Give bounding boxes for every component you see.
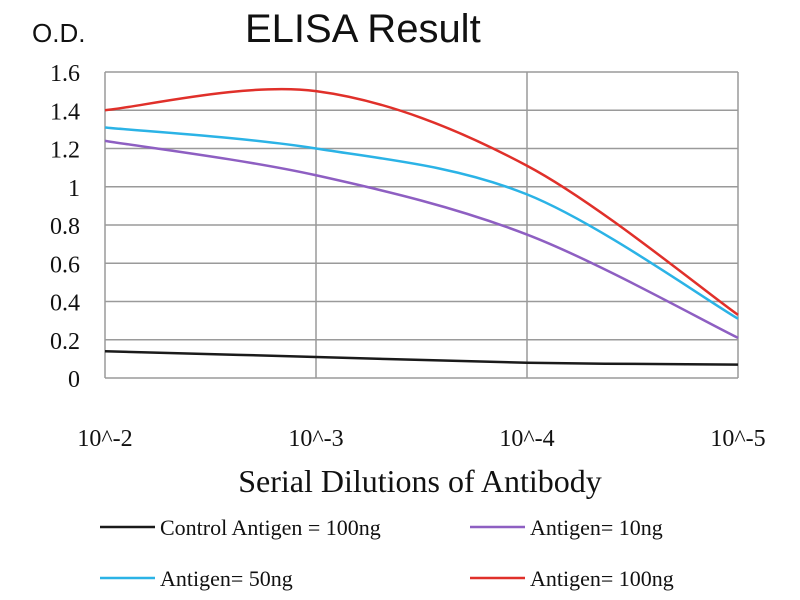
- y-tick-label: 0.8: [50, 214, 80, 240]
- y-tick-label: 0.6: [50, 252, 80, 278]
- x-tick-label: 10^-2: [77, 426, 132, 452]
- y-axis-label: O.D.: [32, 18, 85, 48]
- legend-label: Antigen= 10ng: [530, 515, 663, 540]
- y-tick-label: 0.4: [50, 291, 80, 317]
- y-tick-label: 1.2: [50, 138, 80, 164]
- y-tick-label: 1.6: [50, 61, 80, 87]
- x-tick-label: 10^-4: [499, 426, 554, 452]
- x-tick-label: 10^-5: [710, 426, 765, 452]
- chart-title: ELISA Result: [245, 7, 481, 51]
- series-line-3: [104, 87, 739, 316]
- y-tick-label: 1: [68, 176, 80, 202]
- series-line-1: [104, 139, 739, 339]
- x-axis-label: Serial Dilutions of Antibody: [238, 463, 602, 499]
- x-tick-label: 10^-3: [288, 426, 343, 452]
- y-tick-label: 0.2: [50, 329, 80, 355]
- y-tick-label: 1.4: [50, 99, 80, 125]
- legend-label: Control Antigen = 100ng: [160, 515, 381, 540]
- series-line-0: [104, 349, 739, 366]
- y-tick-label: 0: [68, 367, 80, 393]
- legend-label: Antigen= 50ng: [160, 566, 293, 591]
- series-line-2: [104, 126, 739, 320]
- legend-label: Antigen= 100ng: [530, 566, 674, 591]
